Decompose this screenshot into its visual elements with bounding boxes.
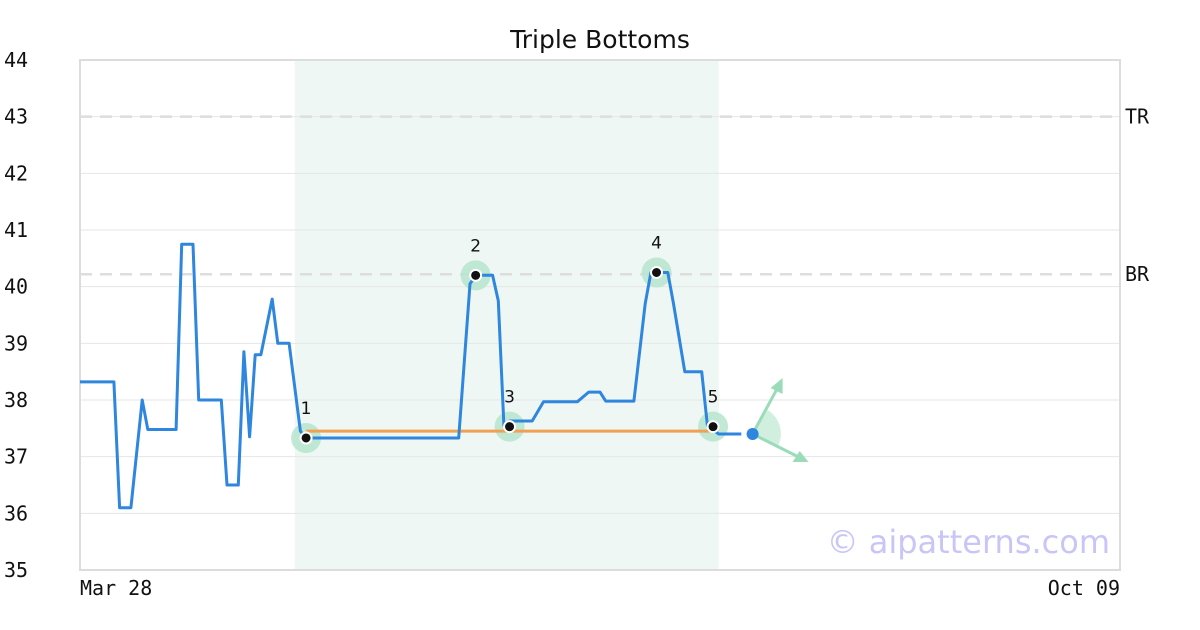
projection-arrows-group bbox=[746, 378, 809, 462]
y-tick-label: 44 bbox=[4, 48, 28, 72]
pattern-point-marker bbox=[469, 268, 483, 282]
pattern-markers-group: 1 2 3 4 5 bbox=[299, 234, 720, 445]
highlight-region-group bbox=[294, 60, 719, 570]
plot-frame bbox=[79, 59, 1121, 571]
x-tick-label: Oct 09 bbox=[1048, 576, 1120, 600]
level-label: TR bbox=[1125, 105, 1150, 129]
y-tick-label: 39 bbox=[4, 331, 28, 355]
pattern-point-marker bbox=[503, 420, 517, 434]
pattern-point-marker bbox=[706, 420, 720, 434]
price-line bbox=[80, 242, 742, 510]
levels-group: TR BR bbox=[80, 105, 1150, 286]
y-ticks-group: 35 36 37 38 39 40 41 42 43 44 bbox=[4, 48, 28, 582]
y-tick-label: 41 bbox=[4, 218, 28, 242]
pattern-point-marker bbox=[299, 431, 313, 445]
projection-arrow-up bbox=[751, 385, 780, 435]
arrowhead-up bbox=[770, 378, 783, 394]
chart-title: Triple Bottoms bbox=[509, 25, 690, 54]
pattern-point-label: 5 bbox=[708, 388, 719, 408]
y-tick-label: 35 bbox=[4, 558, 28, 582]
y-tick-label: 37 bbox=[4, 445, 28, 469]
y-tick-label: 36 bbox=[4, 501, 28, 525]
pattern-point-label: 2 bbox=[470, 236, 481, 256]
current-point-marker bbox=[746, 428, 759, 440]
projection-arrow-down bbox=[751, 432, 802, 460]
level-label: BR bbox=[1125, 262, 1150, 286]
pattern-point-label: 1 bbox=[301, 399, 312, 419]
projection-fan bbox=[752, 410, 781, 447]
watermark-text: © aipatterns.com bbox=[827, 523, 1110, 561]
x-tick-label: Mar 28 bbox=[80, 576, 152, 600]
y-tick-label: 40 bbox=[4, 275, 28, 299]
arrowhead-down bbox=[792, 451, 809, 462]
pattern-point-label: 3 bbox=[504, 388, 515, 408]
pattern-point-marker bbox=[650, 266, 664, 279]
pattern-highlight-region bbox=[294, 60, 719, 570]
y-tick-label: 38 bbox=[4, 388, 28, 412]
y-tick-label: 43 bbox=[4, 105, 28, 129]
series-group bbox=[80, 242, 742, 510]
x-ticks-group: Mar 28 Oct 09 bbox=[80, 576, 1120, 600]
y-tick-label: 42 bbox=[4, 161, 28, 185]
pattern-point-label: 4 bbox=[651, 234, 662, 254]
